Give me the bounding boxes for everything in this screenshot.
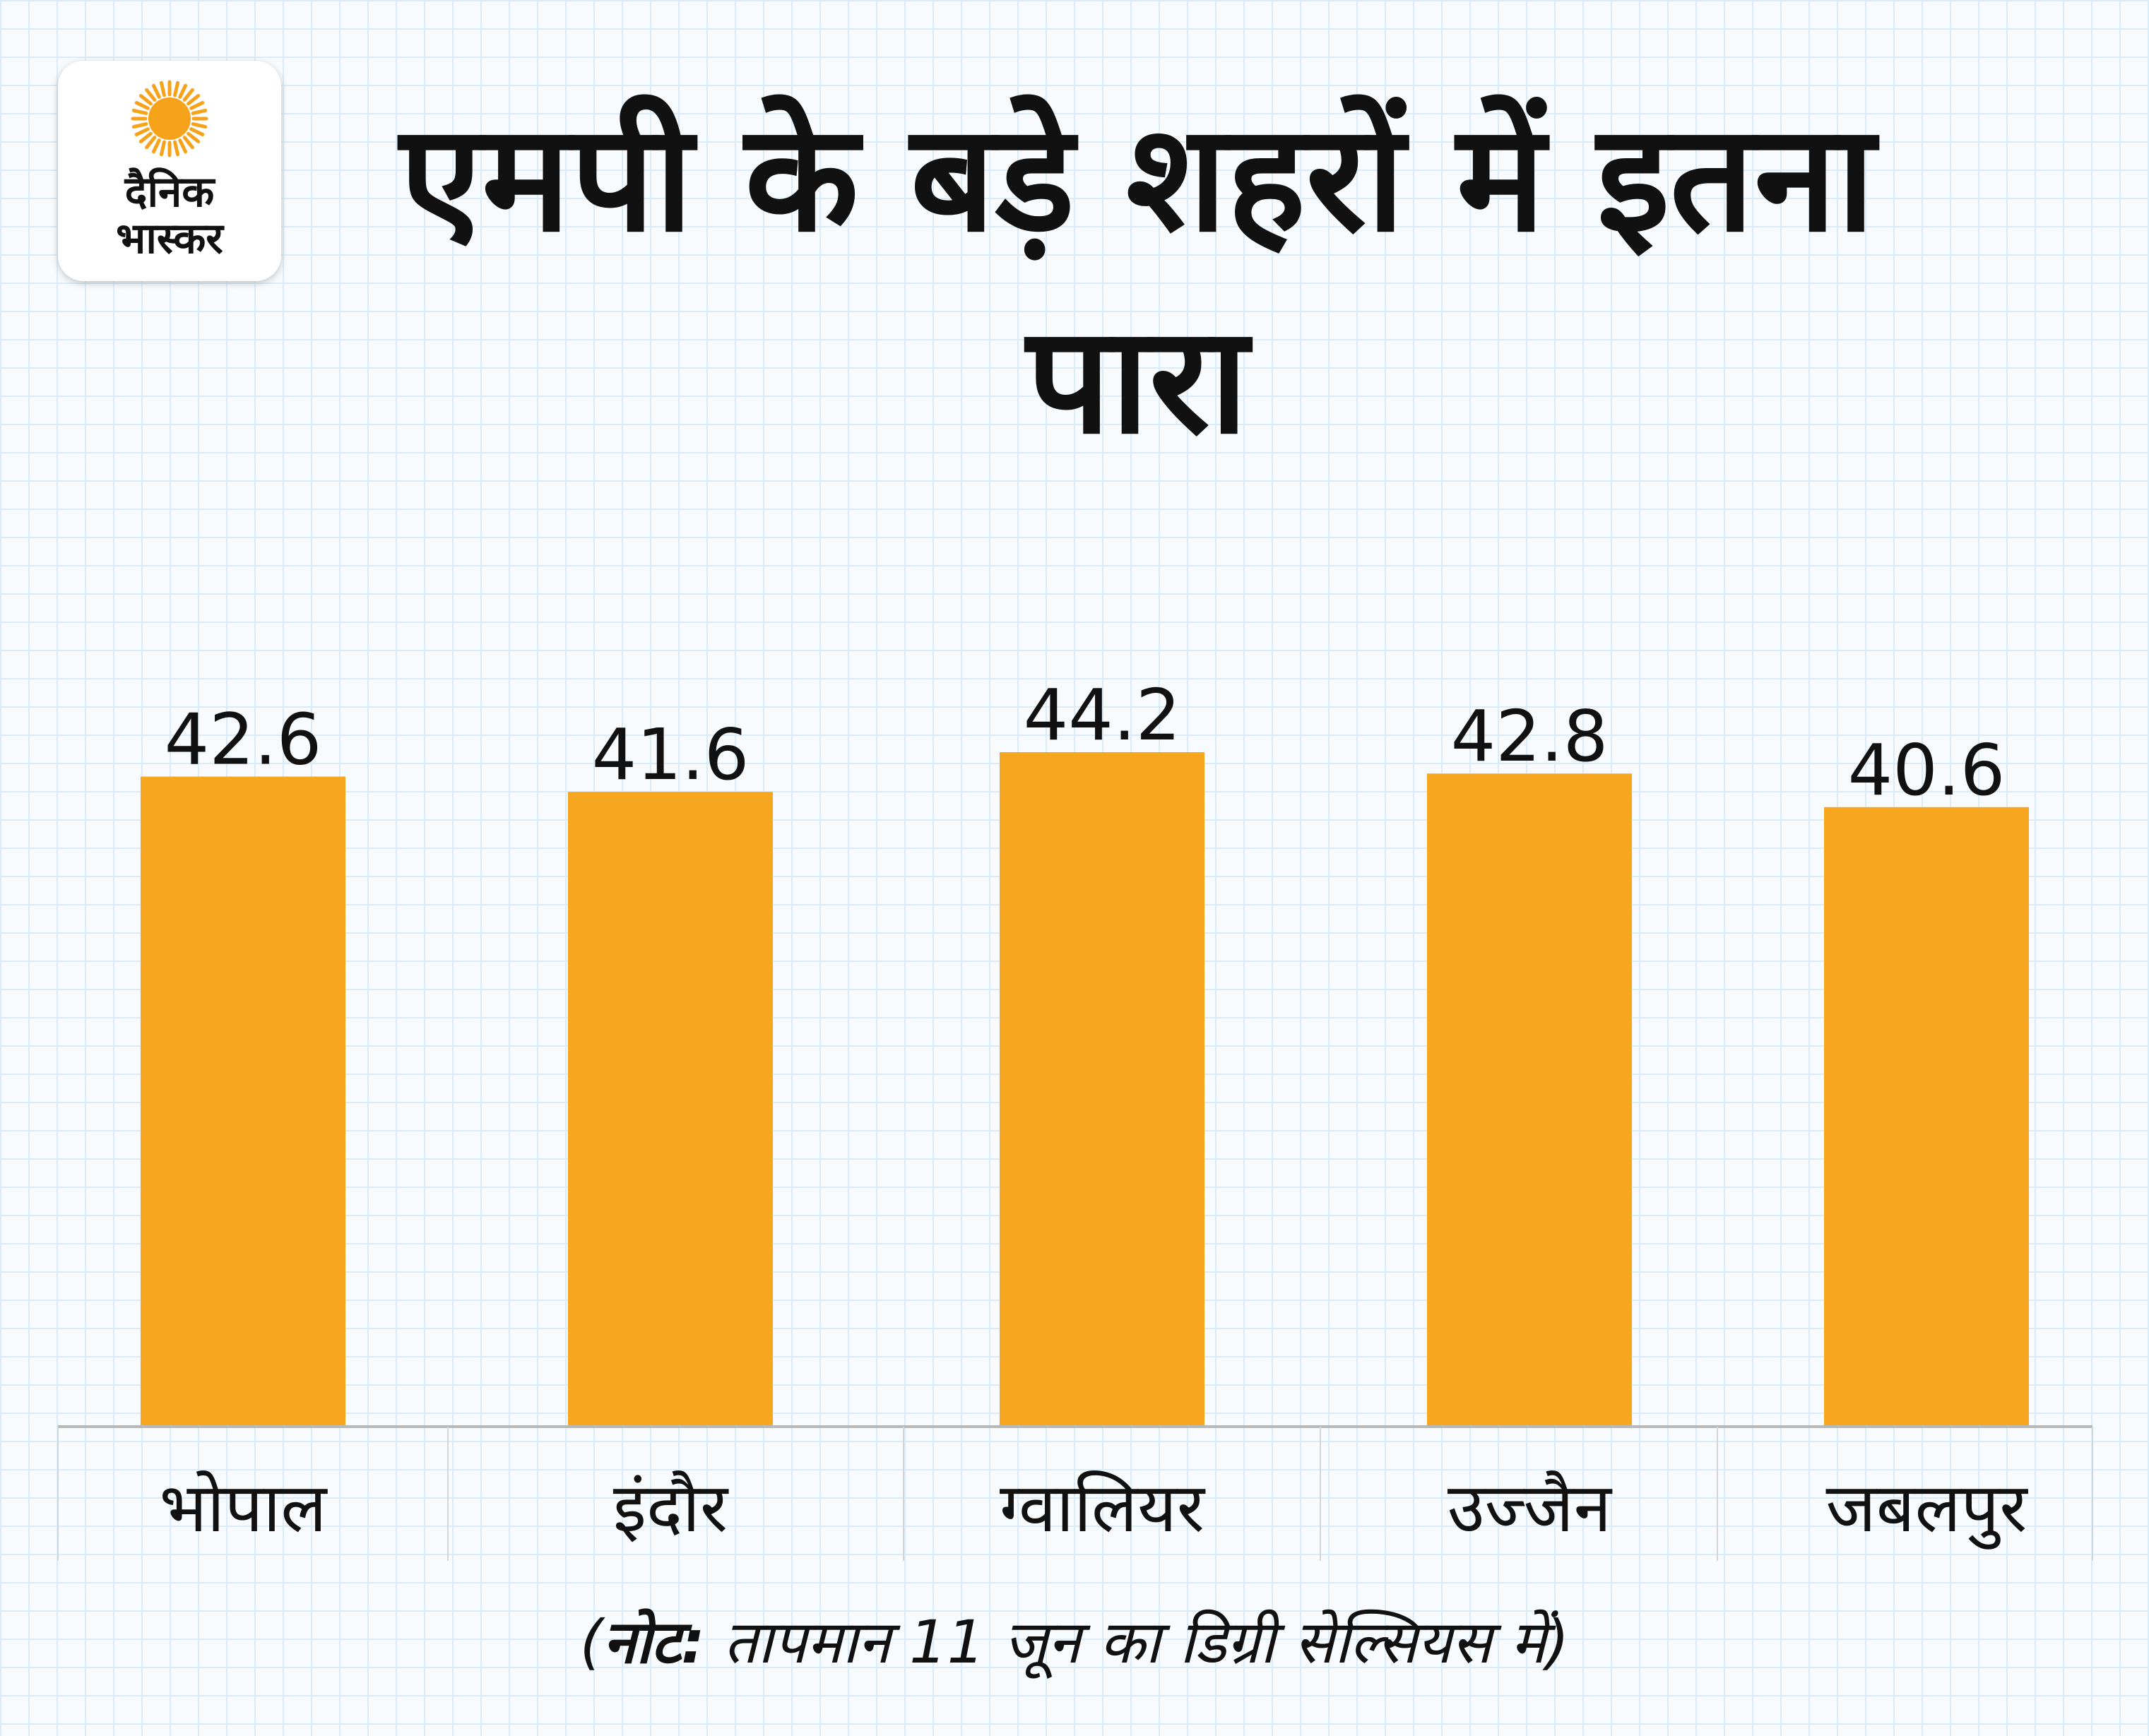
value-label-5: 40.6 — [1848, 729, 2006, 811]
value-label-3: 44.2 — [1024, 674, 1181, 756]
bar-4 — [1427, 773, 1632, 1427]
sun-icon — [131, 80, 208, 157]
bar-3 — [1000, 752, 1204, 1427]
logo-text-line2: भास्कर — [116, 214, 223, 263]
chart-title: एमपी के बड़े शहरों में इतना पारा — [399, 92, 1876, 467]
value-label-2: 41.6 — [592, 713, 750, 796]
bar-2 — [568, 792, 773, 1427]
dainik-bhaskar-logo: दैनिक भास्कर — [58, 61, 281, 281]
category-label-3: ग्वालियर — [1000, 1468, 1206, 1547]
logo-text-line1: दैनिक — [124, 167, 215, 217]
note-label: नोट: — [603, 1607, 705, 1677]
bar-5 — [1824, 807, 2029, 1427]
footnote: (नोट: तापमान 11 जून का डिग्री सेल्सियस म… — [0, 1599, 2149, 1680]
bar-1 — [141, 776, 345, 1427]
value-label-4: 42.8 — [1451, 695, 1609, 778]
category-label-4: उज्जैन — [1448, 1468, 1613, 1547]
value-label-1: 42.6 — [165, 698, 322, 781]
note-text: तापमान 11 जून का डिग्री सेल्सियस में) — [704, 1607, 1570, 1677]
category-label-1: भोपाल — [160, 1468, 328, 1547]
category-label-5: जबलपुर — [1826, 1468, 2029, 1550]
note-open-paren: ( — [579, 1607, 603, 1677]
category-label-2: इंदौर — [613, 1468, 729, 1547]
